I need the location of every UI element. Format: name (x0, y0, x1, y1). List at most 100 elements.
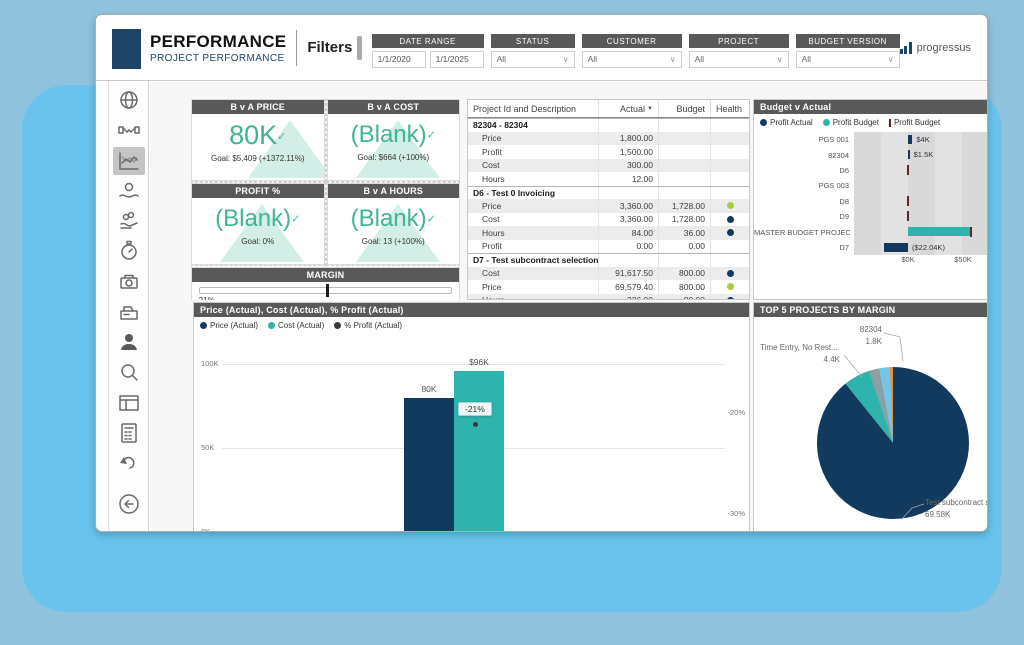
pie-label-test-subcontract: Test subcontract select... (925, 498, 987, 507)
profit-budget-bar[interactable] (908, 227, 971, 237)
handshake-icon (117, 126, 140, 135)
kpi-card-b-v-a-price[interactable]: B v A PRICE 80K✓ Goal: $5,409 (+1372.11%) (191, 99, 326, 182)
goal-met-check-icon: ✓ (426, 129, 436, 142)
sidebar-item-browser[interactable] (113, 389, 145, 417)
profit-actual-bar[interactable] (908, 135, 913, 144)
category-label: D9 (839, 212, 849, 222)
legend-item: Cost (Actual) (268, 321, 324, 330)
table-row[interactable]: Cost 300.00 (468, 158, 749, 172)
kpi-goal: Goal: 0% (241, 236, 275, 246)
trend-triangle-decoration (355, 204, 440, 262)
y-tick-0k: 0K (201, 527, 211, 532)
date-to-input[interactable]: 1/1/2025 (429, 50, 484, 68)
date-from-input[interactable]: 1/1/2020 (371, 50, 426, 68)
back-button[interactable] (113, 489, 145, 519)
legend-item: % Profit (Actual) (334, 321, 402, 330)
table-group-row[interactable]: D6 - Test 0 Invoicing (468, 185, 749, 199)
top5-margin-panel: TOP 5 PROJECTS BY MARGIN 82304 1.8K Time… (753, 302, 987, 531)
kpi-value: 80K✓ (229, 120, 287, 150)
chevron-down-icon: ∨ (669, 54, 676, 64)
legend-item: Profit Actual (760, 118, 813, 127)
kpi-title: PROFIT % (192, 184, 324, 198)
sidebar-item-handshake[interactable] (113, 116, 145, 144)
projector-icon (119, 274, 138, 289)
filter-label: DATE RANGE (371, 33, 484, 48)
hands-coin-icon (118, 182, 139, 198)
table-group-row[interactable]: D7 - Test subcontract selection (468, 253, 749, 267)
bva-category-row: PGS 001 $4K (754, 132, 987, 148)
dashboard-canvas: B v A PRICE 80K✓ Goal: $5,409 (+1372.11%) B… (150, 82, 987, 531)
col-actual[interactable]: Actual ▼ (599, 100, 659, 117)
col-budget[interactable]: Budget (659, 100, 711, 117)
goal-met-check-icon: ✓ (291, 213, 301, 226)
table-row[interactable]: Price 3,360.00 1,728.00 (468, 199, 749, 213)
category-label: PGS 001 (818, 135, 849, 145)
trend-triangle-decoration (247, 120, 324, 178)
table-row[interactable]: Hours 12.00 (468, 172, 749, 186)
col-project[interactable]: Project Id and Description (468, 100, 599, 117)
filter-label: CUSTOMER (581, 33, 682, 48)
y-tick-50k: 50K (201, 443, 215, 452)
sidebar-item-hands-coin[interactable] (113, 177, 145, 205)
health-status-dot (726, 202, 734, 210)
sidebar-item-performance-chart[interactable] (112, 146, 145, 175)
table-row[interactable]: Cost 3,360.00 1,728.00 (468, 212, 749, 226)
calculator-icon (120, 423, 137, 443)
cost-actual--bar[interactable] (454, 370, 504, 531)
filter-label: PROJECT (688, 33, 789, 48)
y-tick-neg20: -20% (727, 408, 745, 417)
filters-scroll-handle[interactable] (357, 35, 362, 60)
table-header-row: Project Id and Description Actual ▼ Budge… (468, 100, 749, 118)
brand-bars-icon (899, 41, 912, 54)
project-dropdown[interactable]: All ∨ (688, 50, 789, 68)
margin-slider-handle[interactable] (325, 284, 329, 297)
back-icon (118, 494, 139, 514)
undo-button[interactable] (113, 449, 145, 479)
customer-dropdown[interactable]: All ∨ (581, 50, 682, 68)
dot-marker (822, 119, 830, 126)
filter-group-customer: CUSTOMER All ∨ (581, 33, 682, 68)
profit-line-point[interactable] (473, 422, 478, 427)
table-group-row[interactable]: 82304 - 82304 (468, 118, 749, 132)
sidebar-item-globe[interactable] (113, 86, 145, 114)
stopwatch-icon (120, 241, 137, 261)
table-row[interactable]: Hours336.0080.00 (468, 293, 749, 299)
table-row[interactable]: Cost 91,617.50 800.00 (468, 266, 749, 280)
table-row[interactable]: Hours 84.00 36.00 (468, 226, 749, 240)
profit-actual-bar[interactable] (908, 150, 910, 160)
table-row[interactable]: Price 69,579.40 800.00 (468, 280, 749, 294)
person-icon (120, 334, 137, 351)
sidebar-item-stopwatch[interactable] (113, 237, 145, 265)
sidebar-item-payment-hand[interactable] (113, 207, 145, 235)
table-row[interactable]: Profit 1,500.00 (468, 145, 749, 159)
header-divider (296, 29, 298, 66)
kpi-value: (Blank)✓ (350, 121, 436, 148)
sidebar-item-calculator[interactable] (113, 419, 145, 447)
profit-budget-target-tick (907, 165, 909, 176)
table-row[interactable]: Profit 0.00 0.00 (468, 239, 749, 253)
kpi-card-profit-[interactable]: PROFIT % (Blank)✓ Goal: 0% (191, 182, 326, 266)
margin-title: MARGIN (192, 268, 459, 282)
table-row[interactable]: Price 1,800.00 (468, 131, 749, 145)
kpi-goal: Goal: 13 (+100%) (361, 236, 425, 246)
kpi-card-b-v-a-cost[interactable]: B v A COST (Blank)✓ Goal: $664 (+100%) (325, 99, 460, 182)
sidebar-item-search[interactable] (113, 358, 145, 386)
price-actual--bar[interactable] (404, 397, 454, 531)
legend-item: Profit Budget (888, 118, 940, 127)
bva-category-row: D6 (754, 162, 987, 179)
profit-actual-bar[interactable] (883, 242, 908, 252)
sidebar-item-person[interactable] (113, 328, 145, 356)
status-dropdown[interactable]: All ∨ (490, 50, 575, 68)
sidebar-item-cash-register[interactable] (113, 298, 145, 326)
filter-label: BUDGET VERSION (795, 33, 900, 48)
kpi-card-b-v-a-hours[interactable]: B v A HOURS (Blank)✓ Goal: 13 (+100%) (325, 182, 460, 266)
col-health[interactable]: Health (716, 103, 743, 114)
project-table-panel: Project Id and Description Actual ▼ Budge… (467, 99, 750, 300)
x-tick-0k: $0K (901, 255, 915, 265)
budget-version-dropdown[interactable]: All ∨ (795, 50, 900, 68)
category-label: PGS 003 (818, 181, 849, 191)
pie-value-82304: 1.8K (865, 337, 882, 346)
margin-pie-chart[interactable] (817, 367, 969, 519)
sidebar-item-projector[interactable] (113, 268, 145, 296)
profit-budget-target-tick (907, 211, 909, 222)
